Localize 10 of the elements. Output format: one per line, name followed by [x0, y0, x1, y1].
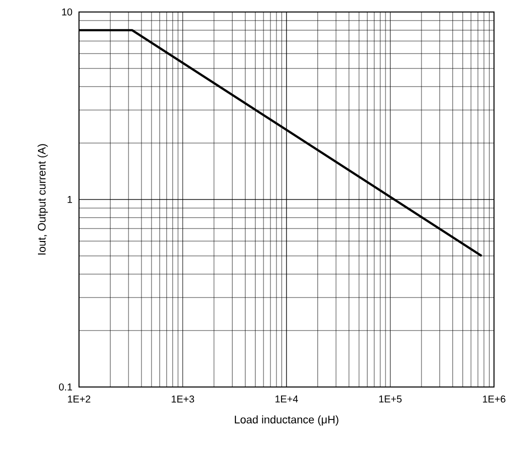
x-tick-label: 1E+3 — [172, 396, 194, 403]
x-axis-title: Load inductance (μH) — [234, 415, 338, 426]
x-tick-label: 1E+4 — [276, 396, 298, 402]
y-tick-label: 1 — [68, 196, 72, 203]
y-tick-label: 10 — [62, 8, 72, 16]
x-tick-label: 1E+5 — [379, 396, 402, 402]
y-axis-title: Iout, Output current (A) — [38, 144, 48, 255]
x-tick-label: 1E+2 — [68, 396, 90, 402]
y-tick-label: 0.1 — [59, 383, 72, 391]
x-tick-label: 1E+6 — [483, 396, 506, 403]
